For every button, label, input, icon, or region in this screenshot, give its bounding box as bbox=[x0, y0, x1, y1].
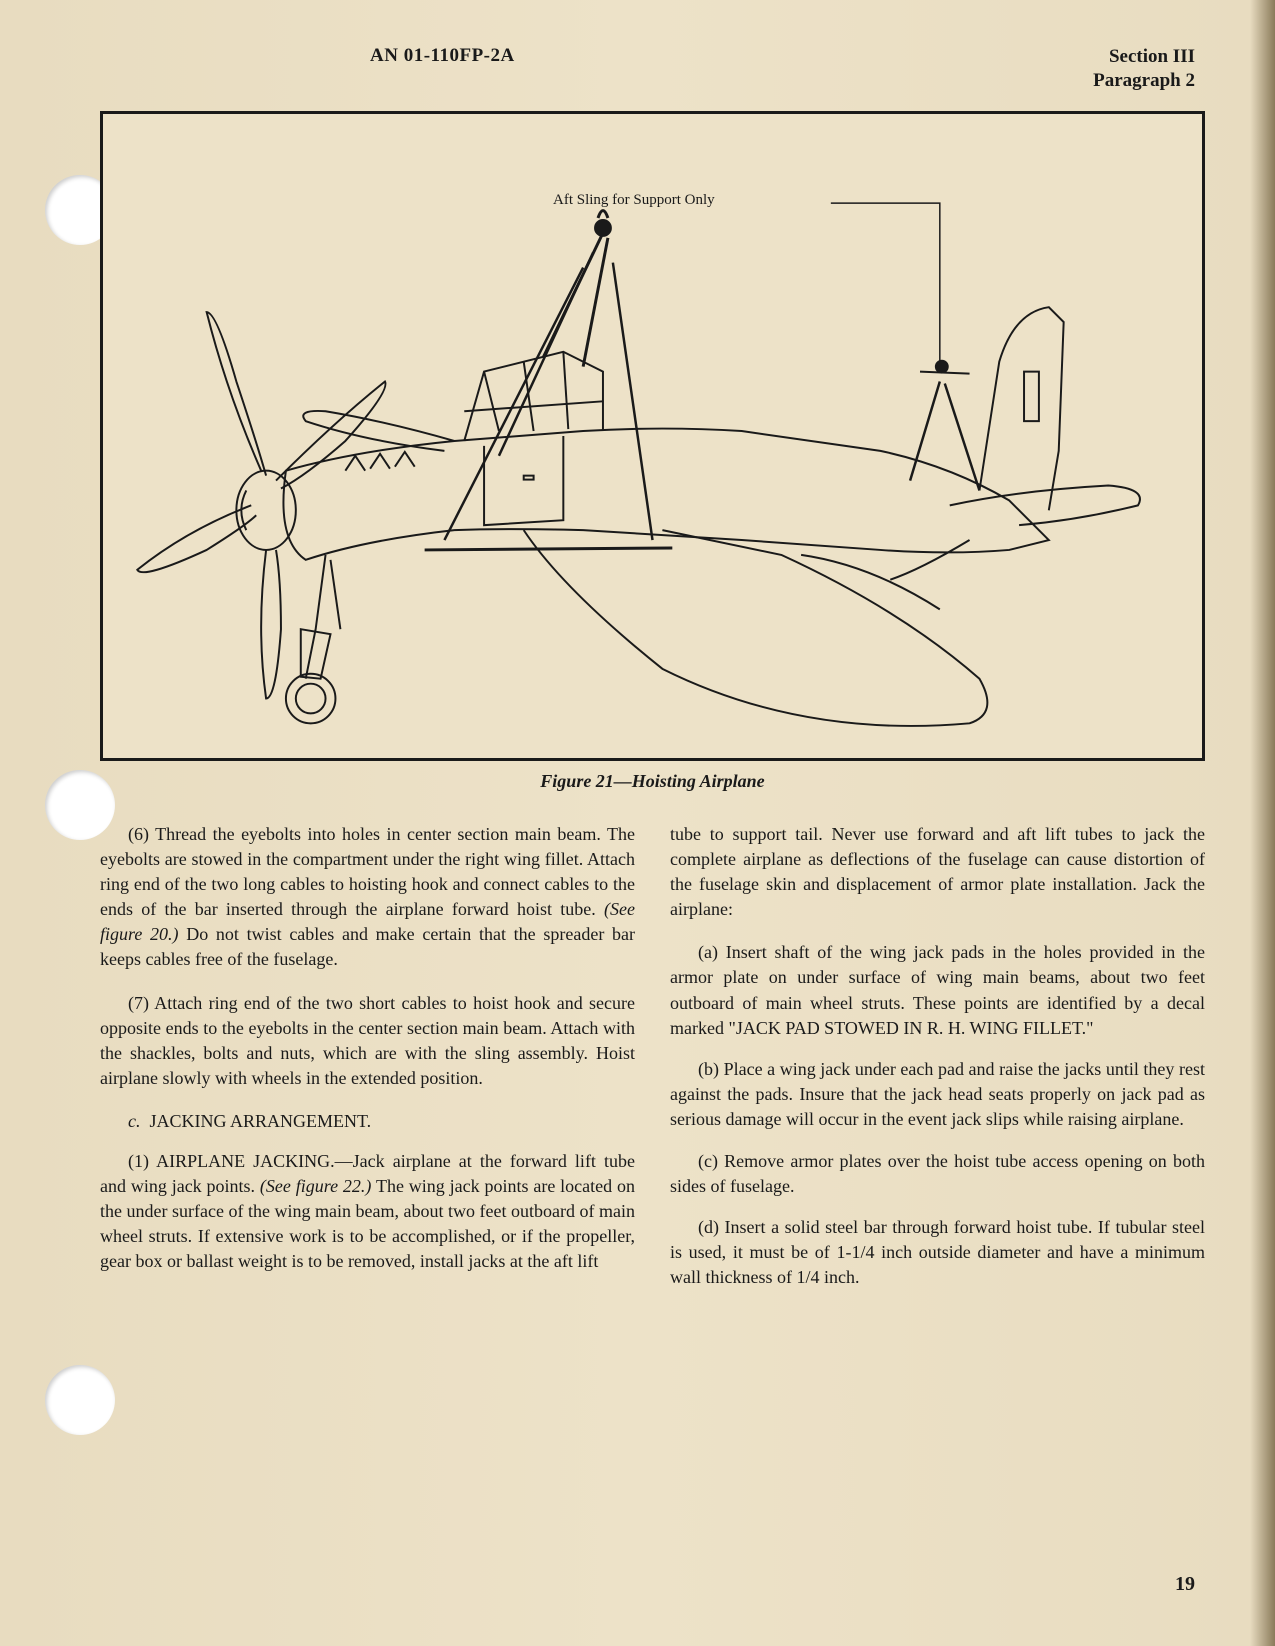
subparagraph-d: (d) Insert a solid steel bar through for… bbox=[670, 1215, 1205, 1291]
figure-caption: Figure 21—Hoisting Airplane bbox=[100, 771, 1205, 792]
right-column: tube to support tail. Never use forward … bbox=[670, 822, 1205, 1307]
body-columns: (6) Thread the eyebolts into holes in ce… bbox=[100, 822, 1205, 1307]
paragraph-6: (6) Thread the eyebolts into holes in ce… bbox=[100, 822, 635, 973]
subparagraph-c: (c) Remove armor plates over the hoist t… bbox=[670, 1149, 1205, 1199]
page-edge-shadow bbox=[1250, 0, 1275, 1646]
heading-jacking-arrangement: c. JACKING ARRANGEMENT. bbox=[100, 1109, 635, 1134]
figure-21-box: Aft Sling for Support Only bbox=[100, 111, 1205, 761]
subparagraph-b: (b) Place a wing jack under each pad and… bbox=[670, 1057, 1205, 1133]
paragraph-7: (7) Attach ring end of the two short cab… bbox=[100, 991, 635, 1092]
left-column: (6) Thread the eyebolts into holes in ce… bbox=[100, 822, 635, 1307]
page-header: AN 01-110FP-2A Section III Paragraph 2 bbox=[100, 45, 1205, 93]
subparagraph-a: (a) Insert shaft of the wing jack pads i… bbox=[670, 940, 1205, 1041]
page-number: 19 bbox=[1175, 1573, 1195, 1596]
paragraph-c1: (1) AIRPLANE JACKING.—Jack airplane at t… bbox=[100, 1149, 635, 1275]
section-label: Section III bbox=[1093, 45, 1195, 69]
binder-hole-middle bbox=[45, 770, 115, 840]
section-paragraph-info: Section III Paragraph 2 bbox=[1093, 45, 1195, 93]
binder-hole-bottom bbox=[45, 1365, 115, 1435]
aircraft-illustration bbox=[103, 114, 1202, 758]
paragraph-label: Paragraph 2 bbox=[1093, 69, 1195, 93]
aft-sling-callout: Aft Sling for Support Only bbox=[553, 192, 715, 209]
document-number: AN 01-110FP-2A bbox=[370, 45, 515, 67]
paragraph-c1-continued: tube to support tail. Never use forward … bbox=[670, 822, 1205, 923]
